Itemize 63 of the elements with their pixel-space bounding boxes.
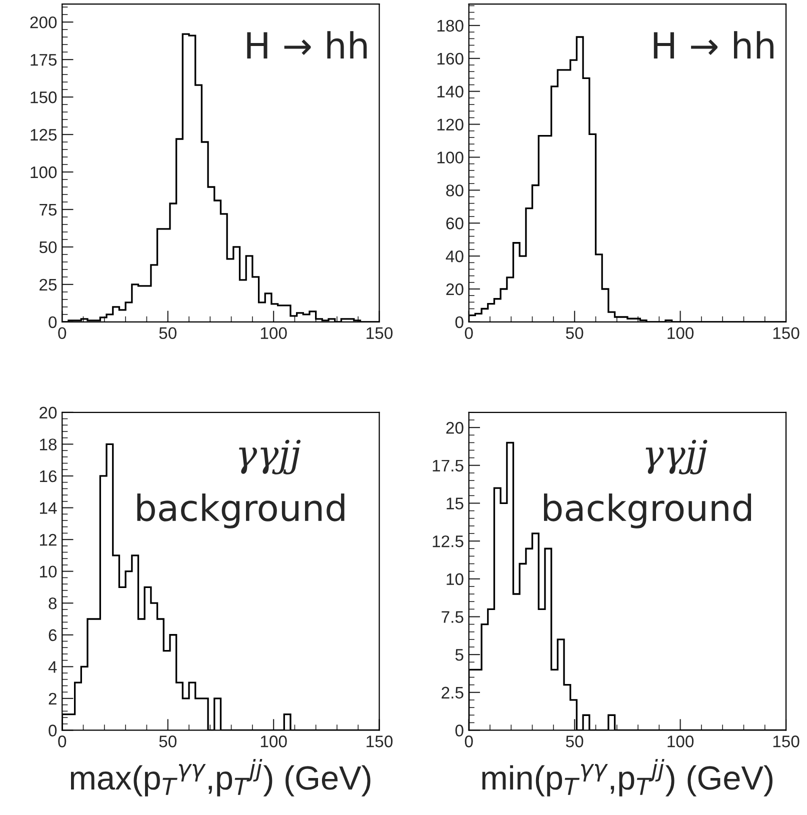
y-tick-label: 10	[40, 566, 57, 578]
x-tick-label: 150	[773, 327, 800, 340]
y-tick-label: 8	[48, 598, 57, 610]
x-axis-title: min(p$_{T}$$^{γγ}$,p$_{T}$$^{jj}$) (GeV)	[482, 758, 772, 796]
y-tick-label: 200	[30, 16, 57, 28]
x-tick-label: 150	[366, 327, 393, 340]
y-tick-label: 20	[446, 283, 464, 296]
y-tick-label: 5	[455, 649, 464, 661]
x-tick-label: 100	[668, 327, 694, 340]
y-tick-label: 25	[40, 278, 57, 291]
y-tick-label: 50	[39, 241, 57, 254]
x-tick-label: 50	[159, 736, 176, 748]
y-tick-label: 160	[437, 52, 464, 65]
y-tick-label: 7.5	[442, 611, 464, 623]
annotation: H → hh	[654, 31, 774, 59]
y-tick-label: 10	[446, 573, 464, 586]
y-tick-label: 75	[40, 204, 57, 216]
y-tick-label: 120	[437, 118, 464, 130]
y-tick-label: 15	[446, 498, 464, 510]
annotation: γγjj	[239, 440, 301, 474]
y-tick-label: 12	[40, 534, 56, 546]
y-tick-label: 18	[40, 438, 57, 450]
x-tick-label: 100	[260, 736, 287, 748]
y-tick-label: 100	[30, 166, 57, 178]
y-tick-label: 2	[48, 692, 56, 704]
y-tick-label: 12.5	[432, 535, 464, 548]
y-tick-label: 80	[446, 184, 464, 196]
x-tick-label: 0	[464, 327, 473, 340]
y-tick-label: 4	[48, 661, 57, 673]
y-tick-label: 125	[30, 128, 57, 141]
y-tick-label: 20	[40, 406, 57, 419]
y-tick-label: 16	[40, 470, 57, 482]
x-tick-label: 150	[366, 736, 393, 748]
annotation: H → hh	[247, 31, 367, 59]
x-tick-label: 100	[668, 736, 694, 748]
y-tick-label: 14	[40, 502, 57, 514]
y-tick-label: 180	[437, 20, 464, 32]
x-tick-label: 0	[58, 736, 66, 748]
x-tick-label: 0	[58, 327, 66, 340]
y-tick-label: 0	[455, 724, 464, 736]
x-tick-label: 50	[566, 736, 584, 748]
y-tick-label: 100	[437, 152, 464, 164]
x-tick-label: 150	[773, 736, 800, 748]
y-tick-label: 6	[48, 629, 57, 642]
y-tick-label: 0	[48, 724, 57, 736]
x-tick-label: 50	[159, 327, 176, 340]
annotation: γγjj	[646, 440, 708, 474]
annotation: background	[544, 493, 752, 528]
x-tick-label: 100	[260, 327, 287, 340]
y-tick-label: 140	[437, 86, 464, 98]
y-tick-label: 150	[30, 91, 57, 104]
annotation: background	[137, 493, 344, 528]
y-tick-label: 60	[446, 218, 464, 230]
x-tick-label: 50	[566, 327, 584, 340]
y-tick-label: 175	[30, 54, 57, 66]
x-axis-title: max(p$_{T}$$^{γγ}$,p$_{T}$$^{jj}$) (GeV)	[70, 758, 370, 796]
x-tick-label: 0	[464, 736, 473, 748]
y-tick-label: 17.5	[432, 460, 464, 472]
y-tick-label: 0	[48, 316, 57, 328]
y-tick-label: 0	[455, 316, 464, 328]
y-tick-label: 20	[446, 422, 464, 434]
y-tick-label: 40	[446, 250, 464, 262]
y-tick-label: 2.5	[442, 686, 464, 699]
